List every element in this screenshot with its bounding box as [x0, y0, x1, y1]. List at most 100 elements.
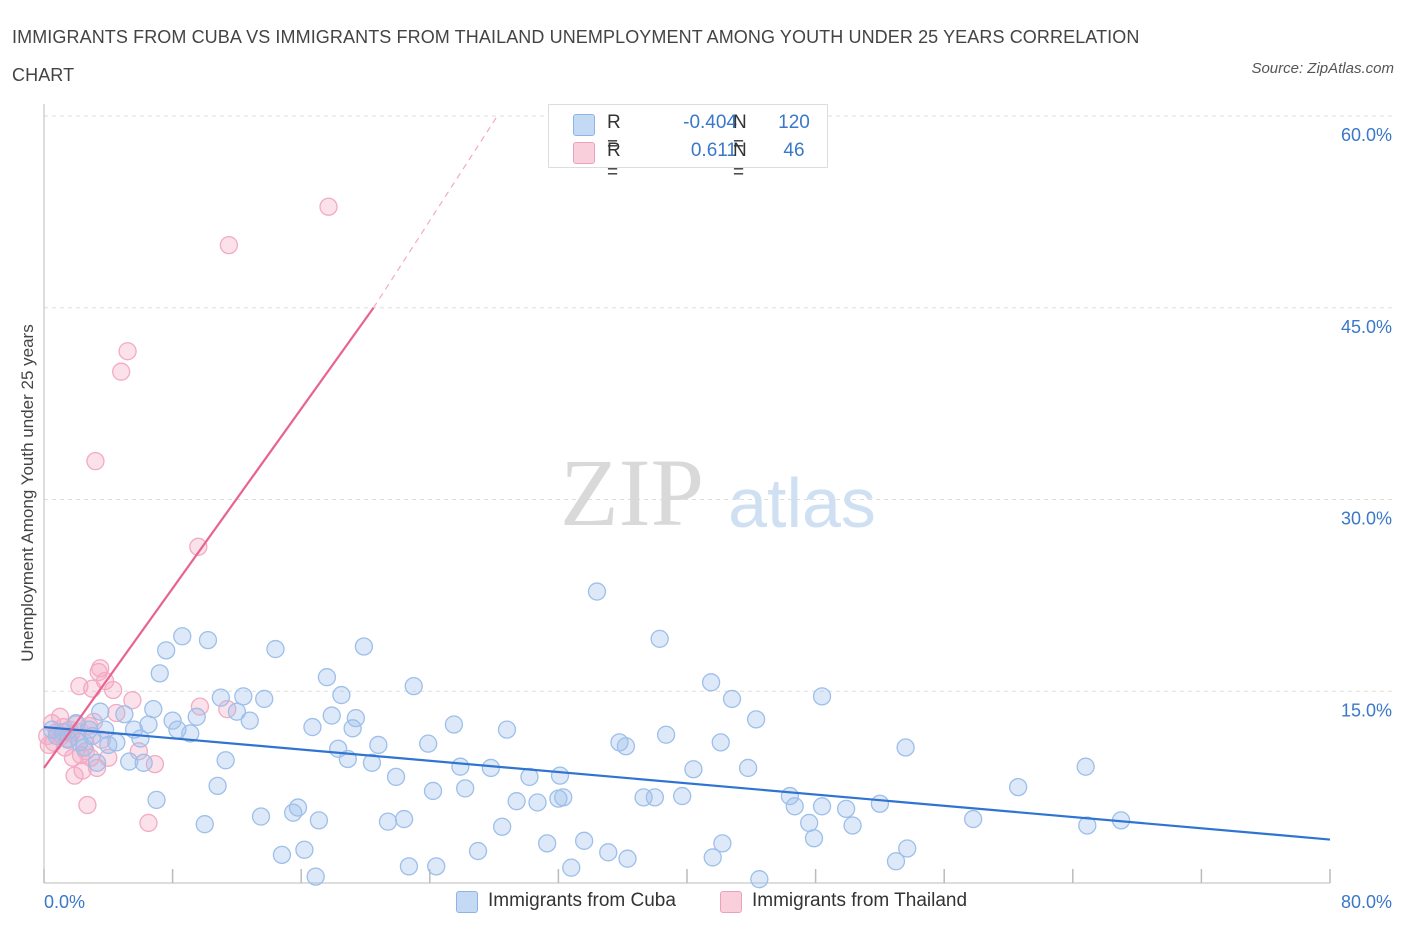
cuba-point	[684, 760, 703, 779]
cuba-point	[713, 834, 732, 853]
cuba-point	[656, 725, 676, 744]
cuba-point	[187, 707, 206, 726]
cuba-point	[650, 629, 669, 648]
cuba-point	[456, 779, 475, 798]
cuba-point	[211, 688, 230, 707]
cuba-point	[836, 799, 856, 819]
legend-n-label: N =	[733, 140, 747, 183]
thailand-point	[139, 813, 158, 833]
thailand-point	[112, 362, 131, 381]
cuba-point	[812, 687, 832, 706]
cuba-point	[701, 673, 721, 692]
cuba-point	[386, 767, 406, 787]
cuba-point	[234, 687, 253, 706]
cuba-point	[963, 809, 983, 829]
thailand-trend-extension	[373, 115, 498, 309]
cuba-point	[147, 790, 166, 810]
thailand-point	[189, 537, 208, 556]
cuba-point	[272, 845, 292, 865]
legend-r-value: 0.611	[690, 140, 737, 161]
cuba-point	[107, 733, 126, 752]
cuba-point	[198, 630, 218, 650]
watermark-zip: ZIP	[560, 439, 704, 546]
cuba-point	[87, 753, 107, 772]
thailand-point	[99, 748, 118, 767]
x-tick-label-max: 80.0%	[1341, 892, 1392, 912]
bottom-legend-swatch-cuba	[456, 891, 478, 913]
cuba-point	[303, 717, 322, 737]
cuba-point	[343, 719, 362, 738]
source-label: Source: ZipAtlas.com	[1251, 60, 1394, 77]
cuba-point	[369, 735, 388, 755]
cuba-point	[562, 858, 581, 877]
bottom-legend-label-cuba: Immigrants from Cuba	[488, 890, 676, 911]
thailand-point	[219, 235, 239, 255]
cuba-point	[444, 715, 464, 734]
cuba-point	[266, 639, 285, 659]
cuba-point	[520, 767, 539, 787]
thailand-point	[86, 451, 105, 471]
cuba-point	[419, 734, 438, 753]
cuba-point	[134, 753, 153, 772]
thailand-trend-line	[43, 307, 375, 769]
chart-title: IMMIGRANTS FROM CUBA VS IMMIGRANTS FROM …	[12, 27, 1140, 85]
cuba-point	[120, 752, 139, 771]
cuba-point	[451, 757, 470, 776]
cuba-point	[1076, 757, 1095, 776]
cuba-point	[616, 737, 636, 756]
legend-r-label: R =	[607, 140, 621, 183]
y-tick-label: 30.0%	[1341, 509, 1392, 529]
cuba-point	[251, 807, 271, 826]
thailand-point	[87, 758, 107, 778]
legend-r-value: -0.404	[683, 112, 737, 133]
cuba-point	[722, 689, 742, 709]
cuba-point	[800, 813, 819, 833]
cuba-point	[618, 849, 637, 868]
axes	[43, 104, 1331, 884]
cuba-point	[1008, 777, 1028, 797]
cuba-point	[750, 870, 769, 889]
cuba-point	[58, 730, 78, 749]
cuba-point	[139, 715, 158, 734]
cuba-point	[255, 689, 274, 709]
cuba-point	[288, 798, 308, 817]
legend-n-value: 120	[778, 112, 810, 133]
watermark-atlas: atlas	[728, 464, 876, 542]
y-tick-label: 60.0%	[1341, 125, 1392, 145]
cuba-point	[528, 793, 547, 812]
cuba-point	[1078, 816, 1097, 835]
cuba-point	[346, 708, 366, 728]
cuba-point	[157, 641, 176, 660]
cuba-point	[896, 738, 915, 757]
cuba-point	[378, 812, 398, 831]
legend-swatch-thailand	[573, 142, 595, 164]
cuba-point	[886, 852, 906, 871]
cuba-point	[785, 797, 804, 816]
cuba-point	[163, 711, 182, 730]
bottom-legend-swatch-thailand	[720, 891, 742, 913]
cuba-point	[587, 582, 607, 601]
x-tick-label-min: 0.0%	[44, 892, 85, 912]
cuba-point	[394, 809, 414, 829]
cuba-point	[227, 702, 247, 721]
legend-r-label: R =	[607, 112, 621, 155]
cuba-point	[332, 685, 351, 705]
cuba-point	[354, 637, 374, 656]
thailand-point	[190, 697, 210, 716]
y-tick-label: 15.0%	[1341, 700, 1392, 720]
gridlines	[44, 115, 1392, 692]
cuba-point	[599, 843, 618, 862]
thailand-point	[319, 197, 338, 216]
cuba-point	[497, 720, 517, 739]
cuba-point	[208, 776, 227, 795]
cuba-point	[317, 668, 337, 687]
bottom-legend-label-thailand: Immigrants from Thailand	[752, 890, 968, 911]
cuba-point	[427, 857, 446, 876]
correlation-legend: R = -0.404 N = 120 R = 0.611 N = 46	[548, 104, 828, 183]
cuba-point	[843, 816, 862, 835]
thailand-points	[38, 197, 338, 833]
cuba-point	[550, 766, 570, 785]
cuba-point	[645, 788, 664, 807]
cuba-point	[898, 839, 917, 858]
cuba-point	[91, 702, 110, 721]
